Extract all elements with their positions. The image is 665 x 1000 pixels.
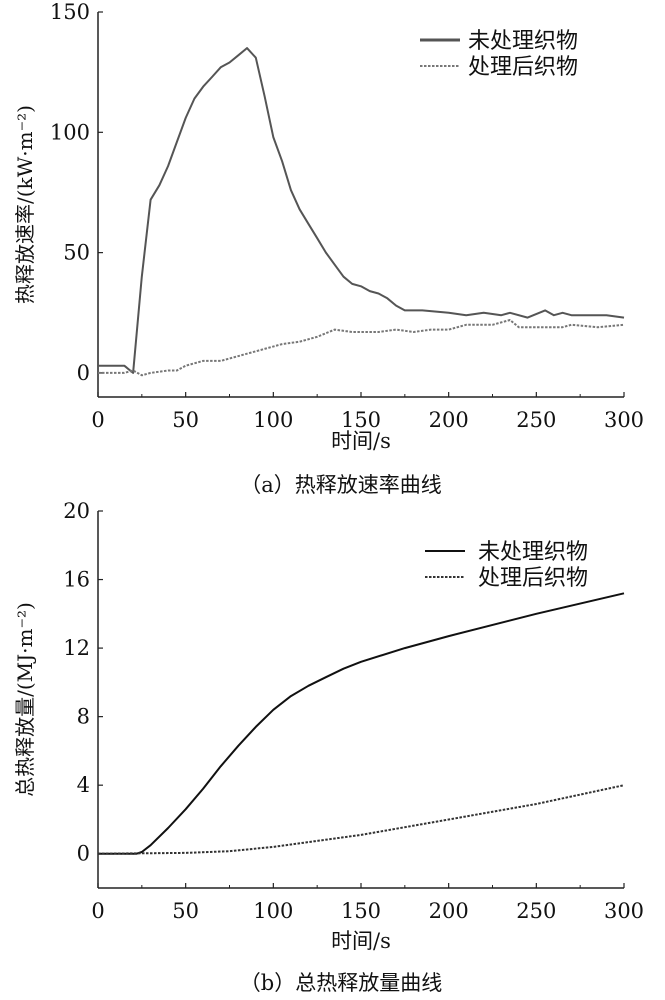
x-tick-label: 100 <box>253 899 293 923</box>
y-axis-title: 热释放速率/(kW·m⁻²) <box>13 105 37 304</box>
chart-panel-b: 0 50 100 150 200 250 300 0 4 8 12 16 20 时间/s 总热释放量/(MJ… <box>13 499 644 995</box>
series-line-untreated <box>98 592 625 855</box>
x-tick-label: 200 <box>429 899 469 923</box>
legend-label: 处理后织物 <box>468 55 578 80</box>
chart-panel-a: 0 50 100 150 200 250 300050100150时间/s热释放速率/(kW… <box>13 0 644 497</box>
x-axis-title: 时间/s <box>331 429 391 453</box>
chart-caption: （a）热释放速率曲线 <box>240 473 442 497</box>
y-tick-label: 150 <box>50 0 90 24</box>
y-tick-label: 12 <box>63 636 90 660</box>
x-axis-title: 时间/s <box>331 929 391 953</box>
x-tick-label: 0 <box>91 408 104 432</box>
y-axis-title: 总热释放量/(MJ·m⁻²) <box>13 602 37 797</box>
x-tick-label: 250 <box>516 408 556 432</box>
x-tick-label: 300 <box>604 899 644 923</box>
x-tick-label: 50 <box>172 408 199 432</box>
y-tick-label: 4 <box>77 773 90 797</box>
y-tick-label: 50 <box>63 241 90 265</box>
y-tick-label: 100 <box>50 120 90 144</box>
legend-label: 未处理织物 <box>478 540 588 565</box>
x-tick-label: 150 <box>341 408 381 432</box>
series-line-treated <box>98 319 625 377</box>
y-tick-label: 16 <box>63 568 90 592</box>
x-tick-label: 250 <box>516 899 556 923</box>
x-tick-label: 100 <box>253 408 293 432</box>
legend-label: 未处理织物 <box>468 29 578 54</box>
x-tick-label: 300 <box>604 408 644 432</box>
x-tick-label: 200 <box>429 408 469 432</box>
series-line-untreated <box>98 47 625 374</box>
x-tick-label: 50 <box>172 899 199 923</box>
legend-label: 处理后织物 <box>478 566 588 591</box>
y-tick-label: 0 <box>77 842 90 866</box>
x-tick-label: 150 <box>341 899 381 923</box>
x-tick-label: 0 <box>91 899 104 923</box>
y-tick-label: 20 <box>63 499 90 523</box>
chart-caption: （b）总热释放量曲线 <box>240 971 442 995</box>
y-tick-label: 8 <box>77 705 90 729</box>
y-tick-label: 0 <box>77 361 90 385</box>
